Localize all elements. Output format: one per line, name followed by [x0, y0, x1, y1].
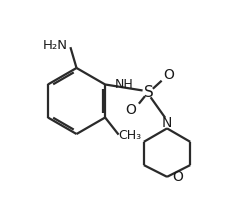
Text: H₂N: H₂N [43, 39, 68, 52]
Text: NH: NH [115, 78, 134, 90]
Text: O: O [126, 103, 137, 116]
Text: S: S [144, 85, 154, 100]
Text: N: N [162, 116, 172, 130]
Text: O: O [172, 170, 183, 184]
Text: CH₃: CH₃ [118, 129, 141, 142]
Text: O: O [164, 68, 174, 82]
